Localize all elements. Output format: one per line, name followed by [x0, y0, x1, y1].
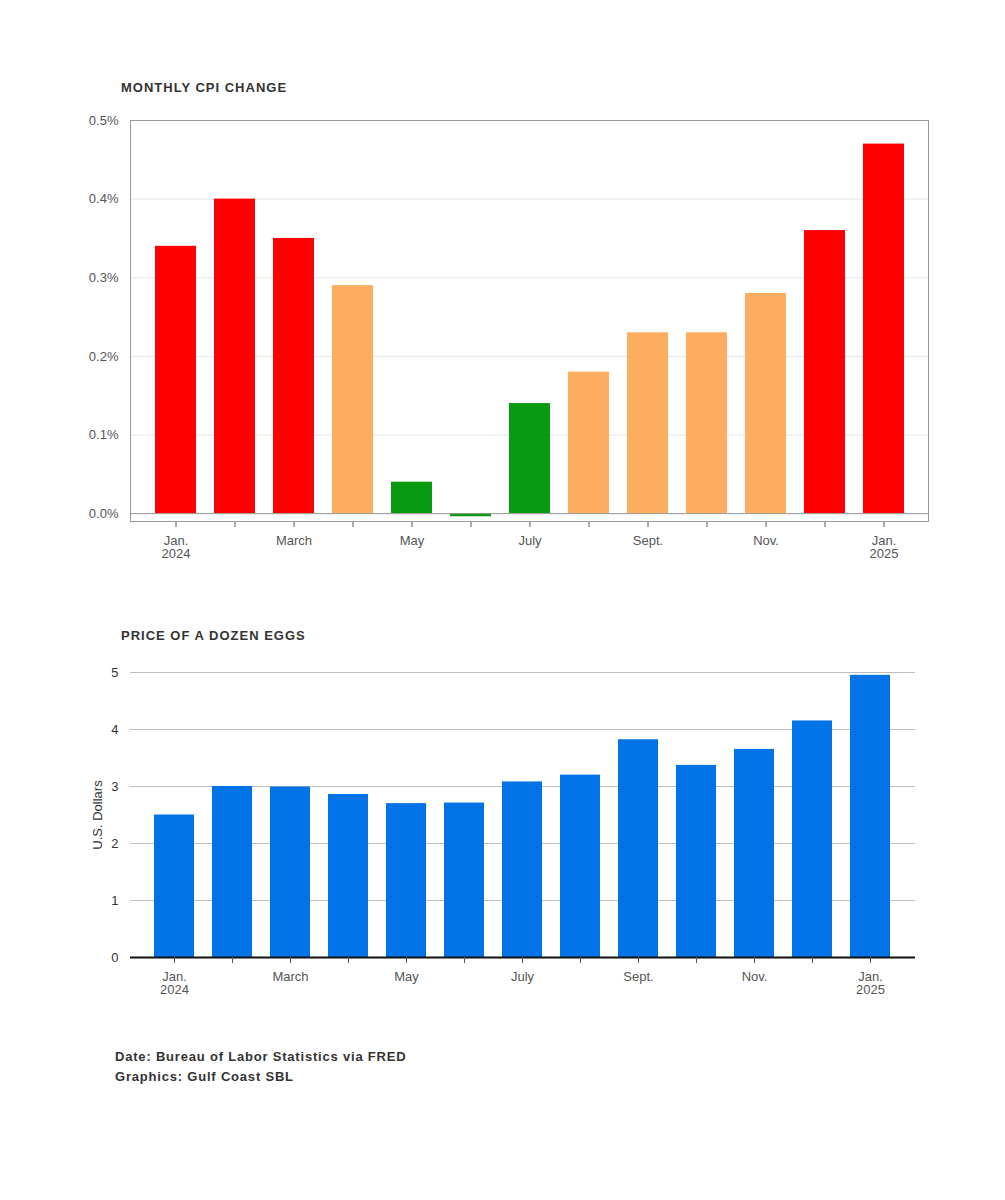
- svg-text:Jan.2025: Jan.2025: [856, 969, 885, 997]
- svg-text:July: July: [511, 969, 535, 984]
- svg-text:May: May: [394, 969, 419, 984]
- svg-text:Sept.: Sept.: [623, 969, 653, 984]
- html-text:Date: Bureau of Labor Statisti: Date: Bureau of Labor Statistics via FRE…: [115, 1049, 407, 1064]
- svg-text:5: 5: [111, 665, 118, 680]
- svg-text:July: July: [518, 533, 542, 548]
- svg-text:Jan.2024: Jan.2024: [160, 969, 189, 997]
- html-text:PRICE OF A DOZEN EGGS: PRICE OF A DOZEN EGGS: [121, 628, 306, 643]
- svg-text:4: 4: [111, 722, 118, 737]
- svg-text:Nov.: Nov.: [742, 969, 768, 984]
- svg-text:U.S. Dollars: U.S. Dollars: [90, 780, 105, 850]
- svg-text:0.1%: 0.1%: [89, 427, 119, 442]
- svg-text:Sept.: Sept.: [633, 533, 663, 548]
- svg-text:2: 2: [111, 836, 118, 851]
- svg-text:March: March: [272, 969, 308, 984]
- svg-text:0: 0: [111, 950, 118, 965]
- svg-text:May: May: [400, 533, 425, 548]
- svg-text:Jan.2025: Jan.2025: [870, 533, 899, 561]
- svg-text:0.5%: 0.5%: [89, 113, 119, 128]
- svg-text:Nov.: Nov.: [753, 533, 779, 548]
- html-text:MONTHLY CPI CHANGE: MONTHLY CPI CHANGE: [121, 80, 288, 95]
- svg-text:Jan.2024: Jan.2024: [162, 533, 191, 561]
- svg-text:March: March: [276, 533, 312, 548]
- svg-text:0.3%: 0.3%: [89, 270, 119, 285]
- svg-text:3: 3: [111, 779, 118, 794]
- svg-text:0.4%: 0.4%: [89, 191, 119, 206]
- svg-text:1: 1: [111, 893, 118, 908]
- svg-text:0.0%: 0.0%: [89, 506, 119, 521]
- html-text:Graphics: Gulf Coast SBL: Graphics: Gulf Coast SBL: [115, 1069, 294, 1084]
- svg-text:0.2%: 0.2%: [89, 349, 119, 364]
